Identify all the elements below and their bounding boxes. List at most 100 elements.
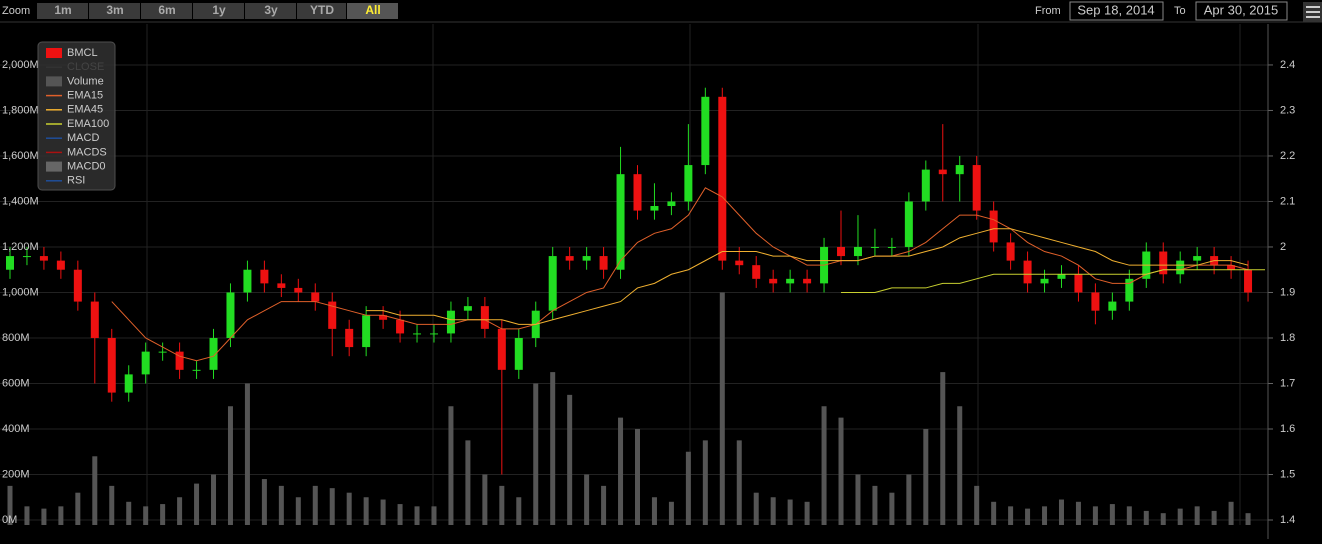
volume-bar	[7, 485, 13, 525]
legend-swatch	[46, 48, 62, 58]
y2-tick-label: 2.1	[1280, 195, 1295, 207]
candle-body	[226, 292, 235, 338]
to-date[interactable]: Apr 30, 2015	[1204, 2, 1278, 17]
volume-bar	[177, 497, 183, 525]
volume-bar	[584, 474, 590, 525]
legend-label[interactable]: CLOSE	[67, 61, 104, 73]
to-input[interactable]	[1195, 1, 1288, 21]
candle-body	[803, 278, 812, 284]
y-tick-label: 1,400M	[2, 195, 39, 207]
candle-body	[1023, 260, 1032, 284]
zoom-button-label[interactable]: 1m	[54, 3, 71, 17]
candle-body	[633, 174, 642, 211]
candle-body	[769, 278, 778, 284]
volume-bar	[702, 440, 708, 525]
candle-body	[1108, 301, 1117, 311]
candle-body	[209, 337, 218, 370]
candle-body	[243, 269, 252, 293]
zoom-button[interactable]	[297, 3, 346, 19]
candle-body	[362, 315, 371, 348]
candle-body	[565, 256, 574, 261]
volume-bar	[889, 492, 895, 525]
candle-body	[429, 333, 438, 335]
legend-label[interactable]: EMA45	[67, 104, 103, 116]
volume-bar	[957, 406, 963, 525]
volume-bar	[804, 501, 810, 525]
zoom-button[interactable]	[347, 3, 398, 19]
volume-bar	[635, 428, 640, 525]
y2-tick-label: 2.2	[1280, 150, 1295, 162]
zoom-button-label[interactable]: All	[365, 3, 380, 17]
candle-body	[379, 315, 388, 320]
volume-bar	[923, 428, 929, 525]
candle-body	[1227, 265, 1236, 270]
zoom-button[interactable]	[37, 3, 88, 19]
zoom-button-label[interactable]: YTD	[310, 3, 334, 17]
candle-body	[277, 283, 286, 288]
volume-bar	[872, 485, 878, 525]
legend-label[interactable]: MACD	[67, 132, 99, 144]
legend-label[interactable]: RSI	[67, 175, 85, 187]
volume-bar	[92, 456, 98, 525]
candle-body	[972, 165, 981, 211]
y-tick-label: 1,200M	[2, 241, 39, 253]
legend-label[interactable]: Volume	[67, 75, 104, 87]
candle-body	[90, 301, 99, 338]
volume-bar	[906, 474, 912, 525]
candle-body	[650, 206, 659, 211]
from-date[interactable]: Sep 18, 2014	[1077, 2, 1154, 17]
legend-label[interactable]: MACDS	[67, 146, 107, 158]
candle-body	[701, 96, 710, 166]
zoom-button[interactable]	[141, 3, 192, 19]
legend-label[interactable]: BMCL	[67, 47, 98, 59]
from-input[interactable]	[1069, 1, 1164, 21]
legend-label[interactable]: EMA100	[67, 118, 109, 130]
zoom-button[interactable]	[193, 3, 244, 19]
ema-line	[841, 269, 1265, 293]
volume-bar	[58, 506, 64, 525]
volume-bar	[346, 492, 352, 525]
legend-label[interactable]: EMA15	[67, 90, 103, 102]
volume-bar	[1008, 506, 1014, 525]
volume-bar	[770, 497, 776, 525]
volume-bar	[1058, 499, 1064, 525]
y2-tick-label: 2	[1280, 241, 1286, 253]
zoom-button-label[interactable]: 1y	[212, 3, 226, 17]
y-tick-label: 1,000M	[2, 286, 39, 298]
candle-body	[311, 292, 320, 302]
volume-bar	[312, 485, 318, 525]
volume-bar	[1126, 506, 1132, 525]
candle-body	[413, 333, 422, 335]
zoom-button[interactable]	[89, 3, 140, 19]
volume-bar	[1194, 506, 1200, 525]
candle-body	[497, 328, 506, 370]
volume-bar	[227, 406, 233, 525]
candle-body	[1176, 260, 1185, 275]
candle-body	[786, 278, 795, 284]
zoom-button[interactable]	[245, 3, 296, 19]
candle-body	[989, 210, 998, 243]
volume-bar	[1042, 506, 1048, 525]
zoom-button-label[interactable]: 6m	[158, 3, 175, 17]
volume-bar	[261, 479, 267, 525]
y2-tick-label: 1.6	[1280, 423, 1295, 435]
zoom-button-label[interactable]: 3y	[264, 3, 278, 17]
candle-body	[921, 169, 930, 202]
candle-body	[124, 374, 133, 393]
volume-bar	[516, 497, 522, 525]
y2-tick-label: 1.7	[1280, 377, 1295, 389]
volume-bar	[974, 485, 980, 525]
volume-bar	[448, 406, 454, 525]
zoom-button-label[interactable]: 3m	[106, 3, 123, 17]
volume-bar	[126, 501, 132, 525]
volume-bar	[838, 417, 844, 525]
menu-button[interactable]	[1303, 2, 1322, 22]
volume-bar	[295, 497, 301, 525]
candle-body	[599, 256, 608, 270]
volume-bar	[160, 504, 166, 525]
candle-body	[73, 269, 82, 302]
legend-label[interactable]: MACD0	[67, 161, 106, 173]
candle-body	[684, 165, 693, 202]
volume-bar	[397, 504, 403, 525]
y-tick-label: 800M	[2, 332, 30, 344]
